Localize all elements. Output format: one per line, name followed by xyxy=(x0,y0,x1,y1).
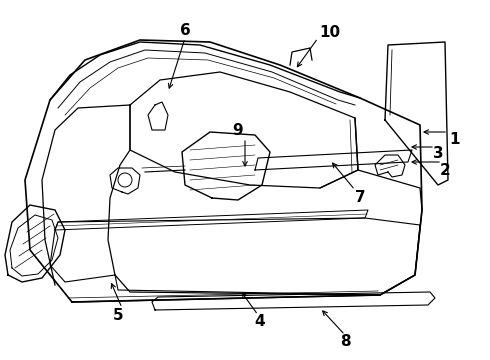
Text: 8: 8 xyxy=(340,334,350,350)
Text: 2: 2 xyxy=(440,162,450,177)
Text: 10: 10 xyxy=(319,24,341,40)
Text: 6: 6 xyxy=(180,23,191,37)
Text: 9: 9 xyxy=(233,122,244,138)
Text: 5: 5 xyxy=(113,307,123,323)
Text: 1: 1 xyxy=(450,132,460,148)
Text: 4: 4 xyxy=(255,315,265,329)
Text: 7: 7 xyxy=(355,190,366,206)
Text: 3: 3 xyxy=(433,145,443,161)
